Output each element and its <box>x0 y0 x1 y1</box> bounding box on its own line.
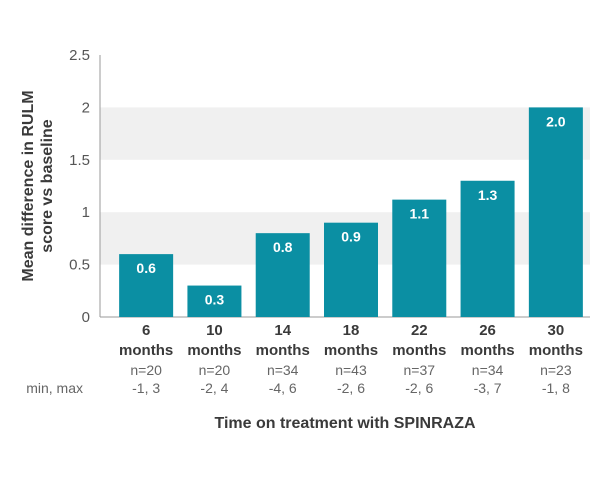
minmax-value: -4, 6 <box>269 380 297 396</box>
x-tick-unit: months <box>256 342 310 359</box>
x-tick-label: 22 <box>411 322 428 339</box>
data-label: 0.3 <box>205 292 225 308</box>
x-tick-label: 26 <box>479 322 496 339</box>
minmax-value: -3, 7 <box>474 380 502 396</box>
y-tick-label: 0.5 <box>69 257 90 274</box>
y-tick-label: 2 <box>82 99 90 116</box>
x-tick-label: 10 <box>206 322 223 339</box>
minmax-value: -2, 6 <box>405 380 433 396</box>
y-tick-label: 1.5 <box>69 152 90 169</box>
x-tick-unit: months <box>392 342 446 359</box>
minmax-row-label: min, max <box>26 380 83 396</box>
bar <box>460 180 515 317</box>
minmax-value: -2, 6 <box>337 380 365 396</box>
n-value: n=37 <box>404 362 436 378</box>
minmax-value: -1, 3 <box>132 380 160 396</box>
bars: 0.6 0.3 0.8 0.9 1.1 1.3 2.0 <box>119 107 583 318</box>
y-tick-label: 0 <box>82 309 90 326</box>
bar <box>324 222 378 317</box>
bar <box>255 233 310 317</box>
n-value: n=34 <box>267 362 299 378</box>
n-value: n=23 <box>540 362 572 378</box>
x-tick-label: 30 <box>548 322 565 339</box>
minmax-value: -1, 8 <box>542 380 570 396</box>
data-label: 2.0 <box>546 113 566 129</box>
x-tick-label: 14 <box>274 322 291 339</box>
bar <box>119 254 174 317</box>
data-label: 1.3 <box>478 187 498 203</box>
bar <box>392 199 447 317</box>
x-axis-title: Time on treatment with SPINRAZA <box>214 415 476 432</box>
minmax-value: -2, 4 <box>200 380 228 396</box>
y-axis-title-line2: score vs baseline <box>39 119 56 253</box>
data-label: 0.6 <box>136 260 156 276</box>
x-tick-unit: months <box>324 342 378 359</box>
x-tick-unit: months <box>529 342 583 359</box>
x-tick-unit: months <box>187 342 241 359</box>
x-tick-unit: months <box>119 342 173 359</box>
x-tick-unit: months <box>460 342 514 359</box>
y-axis-ticks: 0 0.5 1 1.5 2 2.5 <box>69 47 90 326</box>
y-tick-label: 2.5 <box>69 47 90 64</box>
n-value: n=20 <box>130 362 162 378</box>
data-label: 0.8 <box>273 239 293 255</box>
data-label: 0.9 <box>341 229 361 245</box>
n-value: n=34 <box>472 362 504 378</box>
y-axis-title: Mean difference in RULM score vs baselin… <box>20 90 56 281</box>
bar <box>187 285 242 317</box>
y-axis-title-line1: Mean difference in RULM <box>20 90 37 281</box>
bar <box>528 107 583 318</box>
grid-band <box>100 107 590 160</box>
x-axis-labels: 6 months n=20 -1, 3 10 months n=20 -2, 4 14 month… <box>119 322 583 396</box>
n-value: n=20 <box>199 362 231 378</box>
y-tick-label: 1 <box>82 204 90 221</box>
x-tick-label: 18 <box>343 322 360 339</box>
data-label: 1.1 <box>410 206 430 222</box>
n-value: n=43 <box>335 362 367 378</box>
x-tick-label: 6 <box>142 322 150 339</box>
